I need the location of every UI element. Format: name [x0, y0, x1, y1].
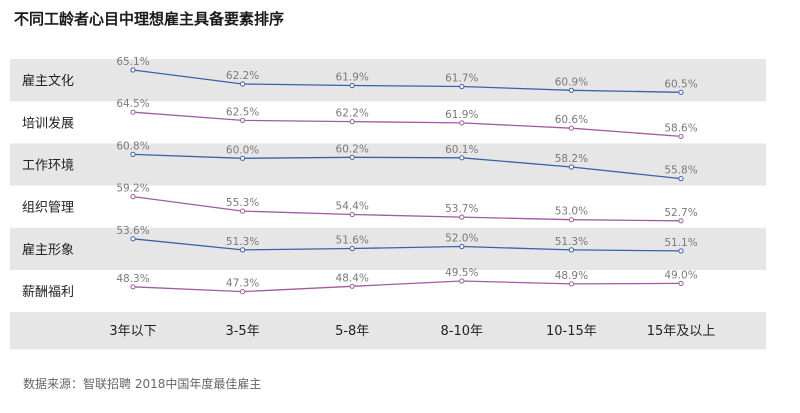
data-label: 53.6% [116, 225, 149, 237]
data-label: 65.1% [116, 56, 149, 68]
data-point [130, 284, 136, 290]
chart-title: 不同工龄者心目中理想雇主具备要素排序 [14, 10, 285, 28]
data-point [678, 280, 684, 286]
data-label: 54.4% [336, 201, 369, 213]
x-tick-label: 3-5年 [225, 324, 259, 339]
data-label: 61.7% [445, 73, 478, 85]
data-label: 62.5% [226, 106, 259, 118]
data-point [678, 176, 684, 182]
data-point [240, 81, 246, 87]
data-point [240, 247, 246, 253]
data-point [240, 155, 246, 161]
data-label: 60.1% [445, 144, 478, 156]
data-point [349, 119, 355, 125]
data-label: 62.2% [336, 108, 369, 120]
data-label: 60.8% [116, 140, 149, 152]
data-point [240, 289, 246, 295]
x-tick-label: 3年以下 [109, 324, 156, 339]
data-point [568, 217, 575, 223]
x-tick-label: 10-15年 [546, 324, 597, 339]
data-label: 60.6% [555, 114, 588, 126]
data-point [349, 245, 355, 252]
x-tick-label: 15年及以上 [647, 324, 716, 339]
data-label: 64.5% [116, 98, 149, 110]
data-label: 61.9% [336, 72, 369, 84]
row-band [10, 143, 766, 186]
data-label: 60.9% [555, 76, 588, 88]
data-label: 60.5% [664, 78, 697, 90]
series-label: 工作环境 [22, 159, 74, 174]
series-line [132, 111, 682, 138]
x-tick-label: 5-8年 [335, 324, 369, 339]
row-band [10, 227, 766, 270]
data-label: 49.0% [664, 269, 697, 281]
data-label: 48.4% [336, 272, 369, 284]
data-label: 60.0% [226, 144, 259, 156]
data-point [678, 248, 684, 254]
data-point [568, 281, 575, 287]
series-line [132, 280, 682, 293]
data-point [568, 164, 575, 170]
series-label: 组织管理 [22, 201, 74, 216]
x-axis-band [10, 312, 766, 350]
data-point [678, 89, 684, 95]
data-label: 51.6% [336, 235, 369, 247]
data-label: 59.2% [116, 183, 149, 195]
data-point [678, 218, 684, 224]
data-point [130, 67, 136, 73]
data-point [349, 283, 355, 289]
data-label: 51.1% [664, 237, 697, 249]
data-point [459, 243, 465, 250]
series-label: 培训发展 [22, 115, 74, 131]
data-label: 62.2% [226, 70, 259, 82]
data-point [568, 125, 575, 131]
data-point [349, 82, 355, 89]
series-label: 雇主文化 [22, 73, 74, 89]
x-tick-label: 8-10年 [441, 324, 484, 339]
data-point [349, 211, 355, 218]
data-point [130, 151, 136, 157]
series-line [132, 238, 682, 252]
data-point [459, 83, 465, 90]
series-label: 雇主形象 [22, 242, 74, 258]
data-point [459, 155, 465, 161]
data-point [240, 208, 246, 214]
series-line [132, 69, 682, 93]
data-point [130, 109, 136, 115]
data-label: 48.3% [116, 273, 149, 285]
data-label: 48.9% [555, 270, 588, 282]
series-line [132, 195, 682, 222]
data-point [130, 236, 136, 242]
data-point [130, 194, 136, 200]
data-label: 52.7% [664, 207, 697, 219]
data-label: 58.2% [555, 153, 588, 165]
source-note: 数据来源：智联招聘 2018中国年度最佳雇主 [23, 377, 262, 391]
series-label: 薪酬福利 [22, 285, 74, 300]
data-label: 60.2% [336, 143, 369, 155]
data-label: 58.6% [664, 122, 697, 134]
data-label: 55.3% [226, 197, 259, 209]
data-point [568, 87, 575, 93]
data-point [678, 133, 684, 139]
data-label: 51.3% [226, 236, 259, 248]
data-label: 47.3% [226, 278, 259, 290]
series-line [132, 153, 682, 180]
data-point [459, 214, 465, 220]
data-label: 55.8% [664, 165, 697, 177]
data-label: 49.5% [445, 267, 478, 279]
data-label: 53.7% [445, 203, 478, 215]
data-point [240, 117, 246, 124]
data-point [459, 278, 465, 284]
row-band [10, 59, 766, 102]
data-point [349, 154, 355, 160]
data-point [568, 247, 575, 253]
data-label: 61.9% [445, 109, 478, 121]
data-label: 51.3% [555, 236, 588, 248]
data-label: 52.0% [445, 233, 478, 245]
data-point [459, 120, 465, 126]
data-label: 53.0% [555, 206, 588, 218]
